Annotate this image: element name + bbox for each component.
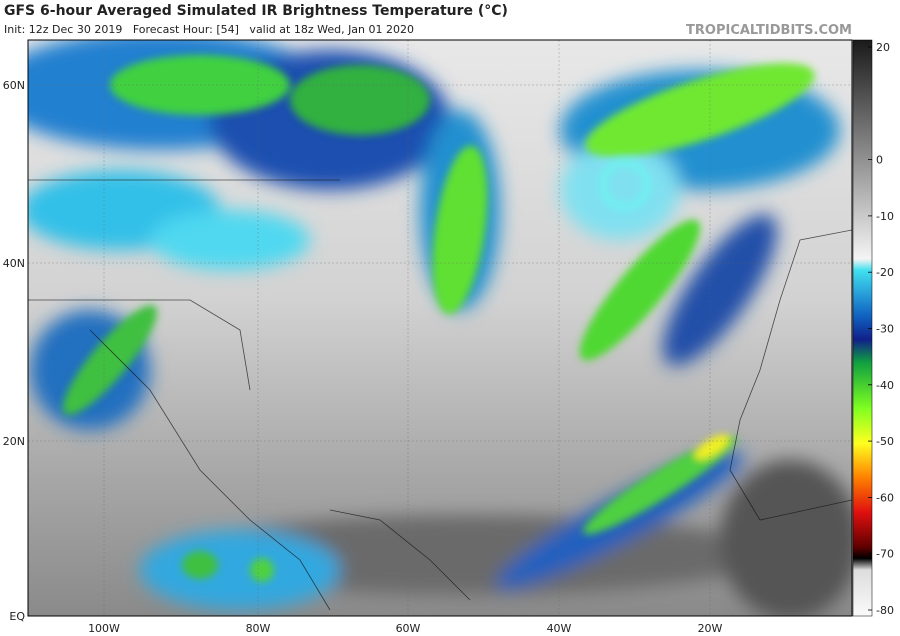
lat-label: 60N [3, 79, 25, 92]
colorbar-tick-label: 20 [876, 41, 890, 54]
satellite-imagery [28, 40, 852, 616]
map-frame [27, 39, 853, 617]
lat-label: 20N [3, 435, 25, 448]
colorbar-tick-label: -60 [876, 491, 894, 504]
colorbar [852, 39, 873, 617]
colorbar-tick-label: -70 [876, 548, 894, 561]
lat-label: 40N [3, 257, 25, 270]
lon-label: 100W [88, 622, 120, 635]
colorbar-tick-label: -30 [876, 323, 894, 336]
colorbar-tick-label: -40 [876, 379, 894, 392]
lon-label: 20W [698, 622, 723, 635]
colorbar-tick-label: 0 [876, 154, 883, 167]
title: GFS 6-hour Averaged Simulated IR Brightn… [4, 3, 508, 19]
lon-label: 60W [396, 622, 421, 635]
lat-label: EQ [9, 610, 25, 623]
colorbar-tick-label: -50 [876, 435, 894, 448]
colorbar-tick-label: -80 [876, 604, 894, 617]
colorbar-tick-label: -20 [876, 266, 894, 279]
subtitle: Init: 12z Dec 30 2019 Forecast Hour: [54… [4, 23, 414, 36]
site-credit: TROPICALTIDBITS.COM [686, 23, 852, 38]
lon-label: 80W [246, 622, 271, 635]
colorbar-tick-label: -10 [876, 210, 894, 223]
lon-label: 40W [547, 622, 572, 635]
